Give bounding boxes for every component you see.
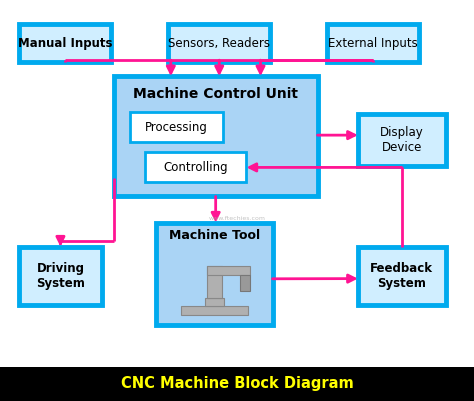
Bar xyxy=(0,367,474,401)
Text: Manual Inputs: Manual Inputs xyxy=(18,36,112,50)
FancyBboxPatch shape xyxy=(130,112,223,142)
Bar xyxy=(207,266,222,298)
FancyBboxPatch shape xyxy=(358,247,446,305)
FancyBboxPatch shape xyxy=(145,152,246,182)
Text: CNC Machine Block Diagram: CNC Machine Block Diagram xyxy=(120,377,354,391)
Text: External Inputs: External Inputs xyxy=(328,36,418,50)
Text: Display
Device: Display Device xyxy=(380,126,424,154)
Text: Sensors, Readers: Sensors, Readers xyxy=(168,36,270,50)
Text: Feedback
System: Feedback System xyxy=(370,262,433,290)
Bar xyxy=(205,298,224,306)
FancyBboxPatch shape xyxy=(358,114,446,166)
FancyBboxPatch shape xyxy=(114,76,318,196)
Text: Machine Control Unit: Machine Control Unit xyxy=(133,87,298,101)
FancyBboxPatch shape xyxy=(19,24,111,62)
Bar xyxy=(181,306,247,315)
Bar xyxy=(207,266,249,275)
FancyBboxPatch shape xyxy=(19,247,102,305)
FancyBboxPatch shape xyxy=(168,24,270,62)
Text: www.ftechies.com: www.ftechies.com xyxy=(209,216,265,221)
Text: Controlling: Controlling xyxy=(163,161,228,174)
Text: Machine Tool: Machine Tool xyxy=(169,229,260,242)
Text: Driving
System: Driving System xyxy=(36,262,85,290)
Bar xyxy=(240,275,249,291)
FancyBboxPatch shape xyxy=(156,223,273,325)
FancyBboxPatch shape xyxy=(327,24,419,62)
Text: Processing: Processing xyxy=(145,121,208,134)
